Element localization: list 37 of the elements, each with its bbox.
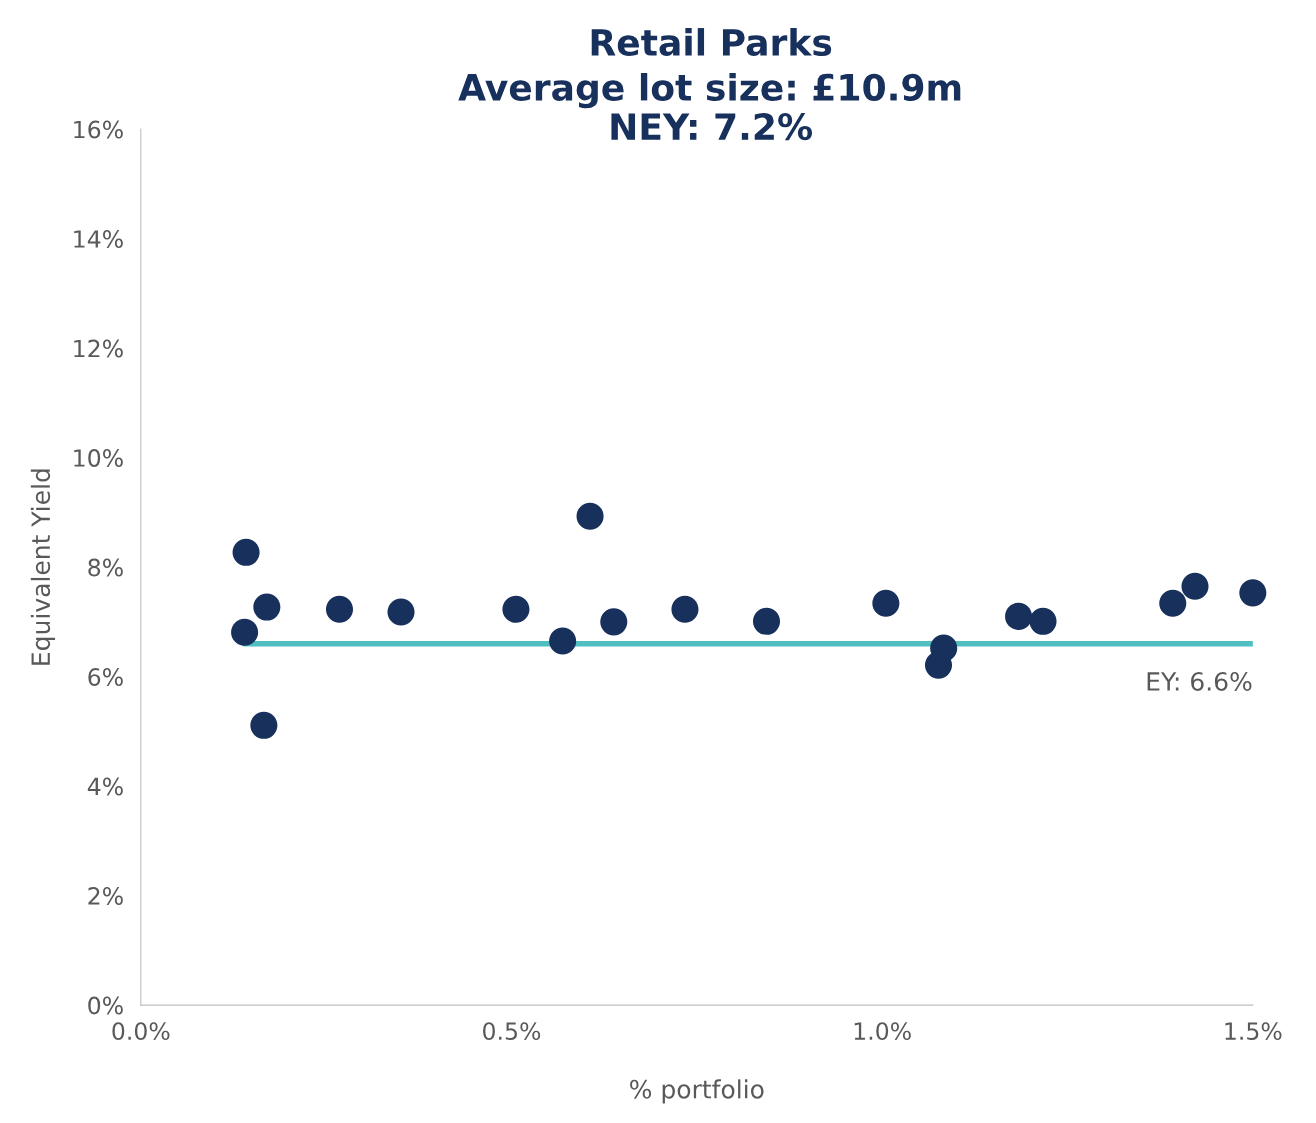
point [600,608,628,636]
x-axis-title: % portfolio [630,1079,764,1104]
point [232,538,260,566]
point [325,595,354,623]
point [253,593,281,621]
y-tick-label: 14% [74,230,123,248]
y-tick-label: 8% [88,558,123,577]
annotation: EY: 6.6% [1147,671,1252,691]
x-tick-label: 0.0% [112,1022,170,1041]
y-tick-label: 6% [88,668,123,686]
x-tick-label: 0.5% [483,1022,541,1041]
point [1181,572,1209,600]
point [549,627,577,655]
point [1029,607,1057,635]
chart-title: Retail Parks [591,28,832,57]
point [671,595,699,623]
y-tick-label: 16% [74,120,123,139]
point [924,651,953,679]
point [250,711,278,739]
point [231,618,259,646]
x-tick-label: 1.0% [854,1022,911,1041]
point [1239,579,1267,607]
x-tick-label: 1.5% [1225,1022,1282,1041]
y-tick-label: 0% [88,996,123,1015]
point [1159,589,1187,617]
y-axis-title: Equivalent Yield [30,469,55,665]
point [872,589,900,617]
y-tick-label: 4% [87,777,123,796]
point [387,598,415,626]
y-tick-label: 10% [74,449,123,467]
point [1005,602,1033,630]
chart-subtitle: Average lot size: £10.9m NEY: 7.2% [458,73,961,141]
y-tick-label: 2% [88,887,123,905]
y-tick-label: 12% [74,339,123,358]
point [576,502,604,530]
point [502,595,530,623]
point [752,607,781,635]
